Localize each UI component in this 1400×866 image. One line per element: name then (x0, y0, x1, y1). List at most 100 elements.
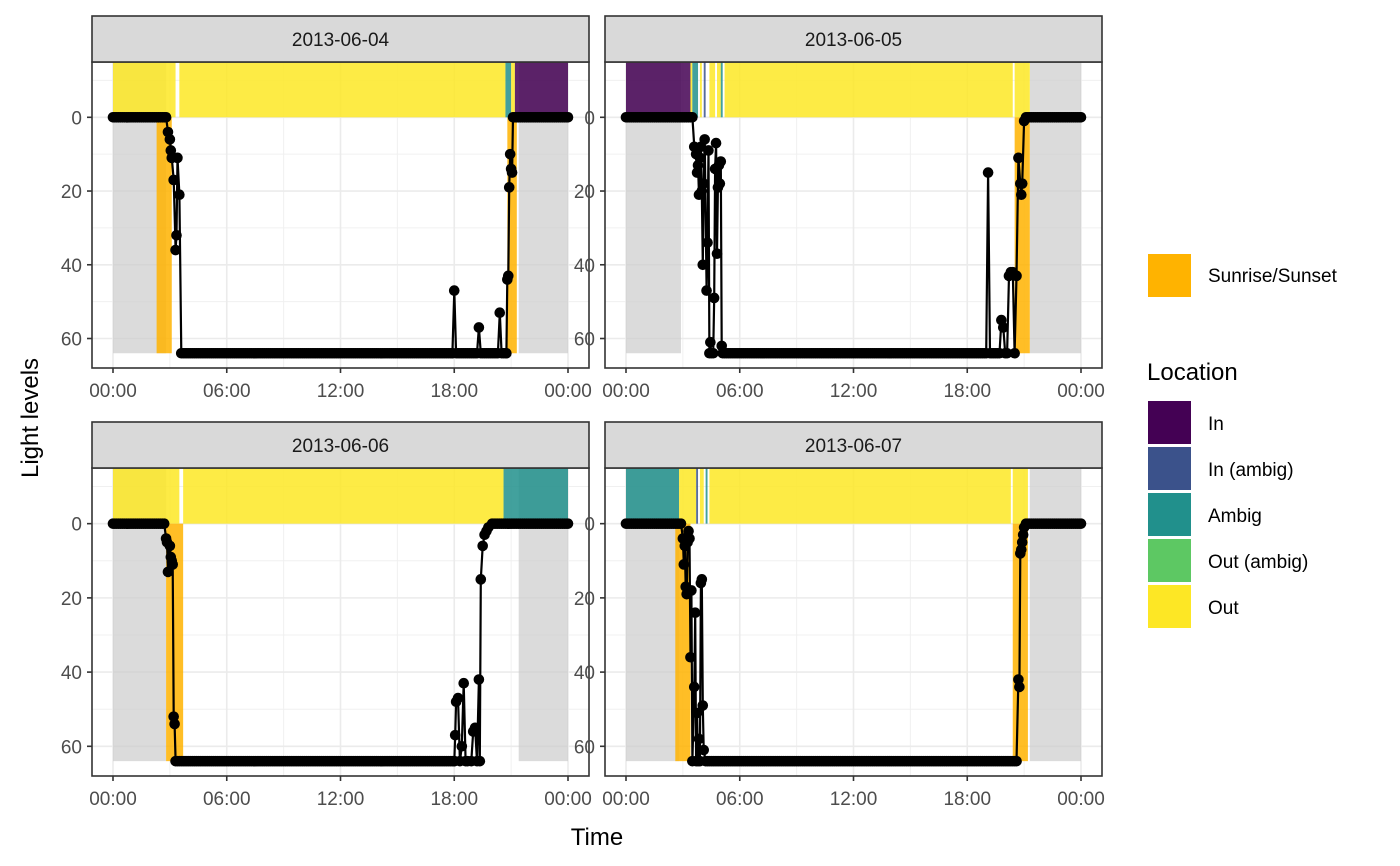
data-point (686, 585, 697, 596)
data-point (449, 729, 461, 741)
data-point (448, 285, 460, 296)
y-tick-label: 40 (61, 256, 82, 277)
panel-2013-06-05: 2013-06-05 0 20 40 60 00:00 06:00 12:00 18:00 00:… (574, 15, 1105, 402)
x-tick-label: 12:00 (317, 789, 365, 810)
data-point (697, 259, 709, 271)
data-point (701, 285, 712, 296)
location-bar-out (1014, 62, 1030, 118)
data-point (1015, 189, 1027, 201)
legend-key-out (1148, 585, 1191, 628)
legend-title-location: Location (1147, 359, 1238, 386)
x-tick-label: 12:00 (830, 381, 878, 402)
legend-label-out-ambig: Out (ambig) (1208, 552, 1308, 573)
location-bar-in-ambig (703, 62, 706, 118)
y-tick-label: 60 (574, 737, 595, 758)
data-point (715, 156, 727, 167)
y-tick-label: 60 (61, 737, 82, 758)
data-point (562, 112, 574, 123)
data-point (1014, 681, 1025, 693)
location-bar-out (709, 62, 716, 118)
data-point (703, 145, 714, 156)
x-tick-label: 00:00 (89, 381, 137, 402)
x-tick-label: 00:00 (544, 789, 592, 810)
x-tick-label: 06:00 (203, 381, 251, 402)
data-point (456, 741, 468, 752)
location-bar-out (113, 62, 176, 118)
data-point (167, 559, 179, 570)
location-bar-in (514, 62, 568, 118)
panels-layer: 2013-06-04 0 20 40 60 00:00 06:00 12:00 18:00 00:… (61, 15, 1105, 810)
x-tick-label: 18:00 (430, 789, 478, 810)
data-point (997, 322, 1009, 333)
y-tick-label: 20 (61, 589, 82, 610)
data-point (696, 574, 708, 585)
location-bar-in (626, 62, 691, 118)
panel-2013-06-04: 2013-06-04 0 20 40 60 00:00 06:00 12:00 18:00 00:… (61, 15, 592, 402)
location-bar-out (699, 62, 702, 118)
x-tick-label: 18:00 (943, 381, 991, 402)
night-band (1029, 62, 1081, 354)
data-point (503, 182, 515, 193)
x-tick-label: 06:00 (203, 789, 251, 810)
data-point (698, 744, 710, 756)
data-point (702, 237, 713, 248)
location-bar-out (724, 62, 1013, 118)
data-point (688, 681, 700, 693)
data-point (506, 167, 518, 178)
location-bar-out (113, 468, 180, 524)
data-point (697, 700, 709, 711)
data-point (1011, 755, 1022, 767)
sunrise-sunset-band (166, 523, 184, 762)
data-point (158, 518, 170, 529)
legend-label-in: In (1208, 414, 1224, 435)
location-bar-out (699, 468, 704, 524)
x-tick-label: 00:00 (1057, 789, 1105, 810)
legend-label-out: Out (1208, 598, 1239, 619)
x-tick-label: 00:00 (89, 789, 137, 810)
panel-2013-06-07: 2013-06-07 0 20 40 60 00:00 06:00 12:00 18:00 00:… (574, 421, 1105, 810)
x-tick-label: 18:00 (943, 789, 991, 810)
data-point (1013, 152, 1024, 164)
data-point (689, 607, 701, 619)
data-point (169, 718, 180, 730)
location-bar-out (1012, 468, 1028, 524)
night-band (1029, 468, 1081, 762)
legend-location-items: In In (ambig) Ambig Out (ambig) Out (1148, 401, 1308, 628)
facet-strip (604, 15, 1103, 63)
x-axis-title: Time (571, 824, 623, 851)
y-tick-label: 0 (584, 515, 595, 536)
data-point (170, 244, 181, 256)
data-point (708, 292, 720, 304)
data-point (982, 167, 994, 178)
data-point (502, 270, 514, 282)
legend-key-in (1148, 401, 1191, 444)
data-point (168, 174, 179, 186)
sunrise-sunset-band (507, 117, 517, 354)
y-tick-label: 40 (574, 663, 595, 684)
data-point (1009, 347, 1020, 359)
x-tick-label: 00:00 (602, 789, 650, 810)
data-point (469, 722, 481, 734)
sunrise-sunset-band (156, 117, 172, 354)
data-point (678, 559, 690, 570)
data-point (1075, 518, 1087, 529)
y-tick-label: 60 (61, 330, 82, 351)
x-tick-label: 18:00 (430, 381, 478, 402)
legend-label-sunrise-sunset: Sunrise/Sunset (1208, 266, 1338, 287)
light-level-points (107, 112, 574, 359)
data-point (477, 540, 488, 552)
x-tick-label: 00:00 (1057, 381, 1105, 402)
y-tick-label: 0 (71, 515, 82, 536)
facet-strip-label: 2013-06-07 (805, 436, 902, 457)
legend-label-ambig: Ambig (1208, 506, 1262, 527)
data-point (504, 148, 516, 160)
data-point (475, 574, 487, 585)
location-bar-out (511, 62, 515, 118)
location-bar-ambig (626, 468, 680, 524)
location-bar-out (679, 468, 697, 524)
data-point (172, 152, 183, 164)
facet-strip (91, 15, 590, 63)
facet-strip-label: 2013-06-05 (805, 30, 902, 51)
data-point (684, 533, 695, 544)
x-tick-label: 06:00 (716, 381, 764, 402)
